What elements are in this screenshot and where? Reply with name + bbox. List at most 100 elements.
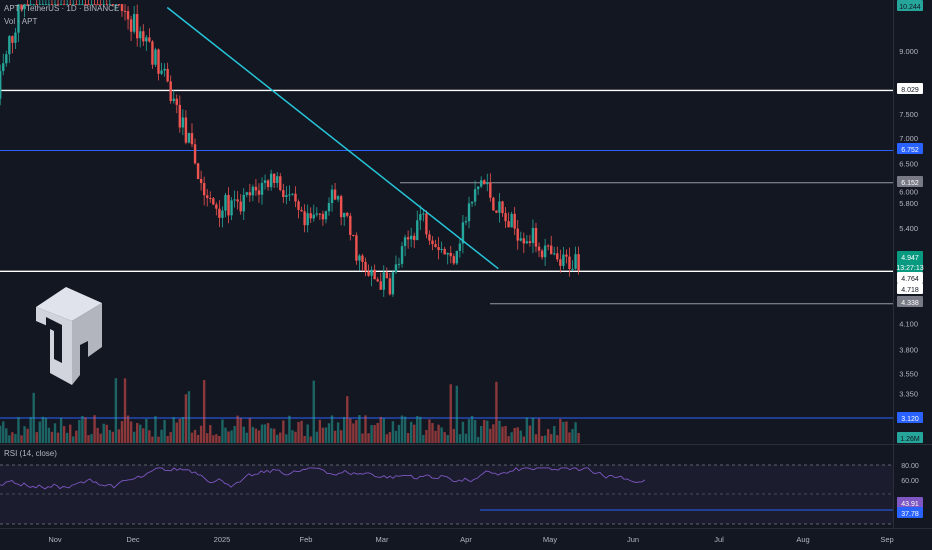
rsi-legend[interactable]: RSI (14, close): [4, 449, 57, 458]
volume-bar: [416, 416, 419, 443]
volume-bar: [358, 415, 361, 443]
candle-body: [65, 4, 69, 6]
candle-body: [428, 234, 431, 241]
volume-bar: [215, 434, 218, 443]
candle-body: [315, 213, 319, 215]
candle-body: [69, 4, 72, 6]
candle-body: [190, 133, 194, 145]
candle-body: [248, 192, 252, 196]
volume-bar: [169, 432, 172, 443]
volume-bar: [224, 427, 227, 443]
time-tick-label: 2025: [214, 535, 231, 544]
candles: [0, 0, 580, 297]
candle-body: [53, 4, 57, 6]
rsi-tick-label: 80.00: [901, 463, 919, 470]
volume-bar: [129, 421, 133, 443]
candle-body: [236, 199, 239, 202]
volume-bar: [318, 419, 322, 443]
candle-body: [215, 204, 218, 209]
volume-bar: [327, 423, 331, 443]
volume-bar: [403, 416, 407, 443]
candle-body: [50, 4, 54, 6]
price-tick-label: 3.350: [899, 389, 918, 398]
volume-legend[interactable]: Vol · APT: [4, 17, 38, 26]
candle-body: [291, 193, 294, 195]
volume-bar: [123, 378, 127, 443]
volume-bar: [69, 424, 72, 443]
volume-bar: [425, 430, 428, 443]
volume-bar: [361, 433, 364, 443]
candle-body: [550, 245, 553, 255]
volume-bar: [32, 392, 35, 443]
volume-bar: [279, 432, 282, 443]
volume-bar: [221, 419, 224, 443]
volume-bar: [367, 433, 370, 443]
price-tick-label: 3.550: [899, 369, 918, 378]
candle-body: [263, 180, 267, 183]
candle-body: [81, 4, 84, 6]
candle-body: [272, 173, 276, 183]
candle-body: [394, 264, 398, 273]
volume-bar: [431, 423, 434, 443]
candle-body: [8, 36, 11, 55]
candle-body: [486, 182, 489, 185]
volume-bar: [41, 416, 45, 443]
price-tick-label: 7.000: [899, 134, 918, 143]
candle-body: [230, 200, 233, 216]
volume-bar: [62, 426, 66, 443]
candle-body: [279, 176, 282, 191]
candle-body: [35, 4, 38, 6]
volume-bar: [114, 378, 118, 443]
volume-bar: [419, 416, 422, 443]
volume-bar: [571, 429, 574, 443]
volume-bar: [379, 416, 382, 443]
volume-bar: [93, 415, 96, 443]
descending-trendline[interactable]: [166, 6, 499, 270]
volume-bar: [504, 425, 507, 443]
volume-bar: [288, 415, 291, 443]
price-axis[interactable]: 9.000 7.500 7.000 6.500 6.000 5.800 5.400 4.100…: [899, 47, 918, 398]
volume-bar: [531, 417, 535, 443]
candle-body: [172, 98, 175, 102]
candle-body: [574, 254, 577, 269]
tsb-logo: [36, 287, 102, 385]
volume-bar: [516, 427, 519, 443]
candle-body: [181, 117, 185, 128]
candle-body: [93, 4, 96, 6]
candle-body: [139, 31, 142, 39]
candle-body: [163, 68, 166, 71]
volume-bar: [489, 428, 492, 443]
candle-body: [568, 256, 571, 269]
price-tag-label: 4.338: [901, 300, 919, 307]
candle-body: [239, 201, 242, 212]
time-axis: Nov Dec 2025 Feb Mar Apr May Jun Jul Aug Sep: [48, 535, 893, 544]
volume-bar: [324, 427, 328, 443]
volume-bar: [461, 421, 465, 443]
volume-bar: [510, 432, 513, 443]
candle-body: [553, 253, 556, 255]
volume-bars: [0, 378, 580, 443]
volume-bar: [218, 436, 221, 443]
candle-body: [385, 272, 389, 279]
candle-body: [312, 214, 315, 219]
symbol-title[interactable]: APT / TetherUS · 1D · BINANCE: [4, 4, 120, 13]
volume-bar: [23, 426, 26, 443]
candle-body: [507, 221, 510, 228]
candle-body: [117, 4, 121, 6]
candle-body: [406, 237, 410, 240]
candle-body: [422, 213, 425, 215]
candle-body: [288, 194, 291, 196]
volume-bar: [364, 415, 367, 443]
candle-body: [142, 31, 145, 42]
candle-body: [300, 209, 303, 212]
candle-body: [166, 68, 169, 82]
volume-bar: [178, 418, 182, 443]
volume-bar: [550, 434, 553, 443]
volume-bar: [108, 430, 111, 443]
candle-body: [458, 243, 462, 251]
candle-body: [148, 37, 151, 42]
candle-body: [571, 268, 574, 270]
candle-body: [534, 227, 538, 247]
candle-body: [294, 193, 297, 202]
